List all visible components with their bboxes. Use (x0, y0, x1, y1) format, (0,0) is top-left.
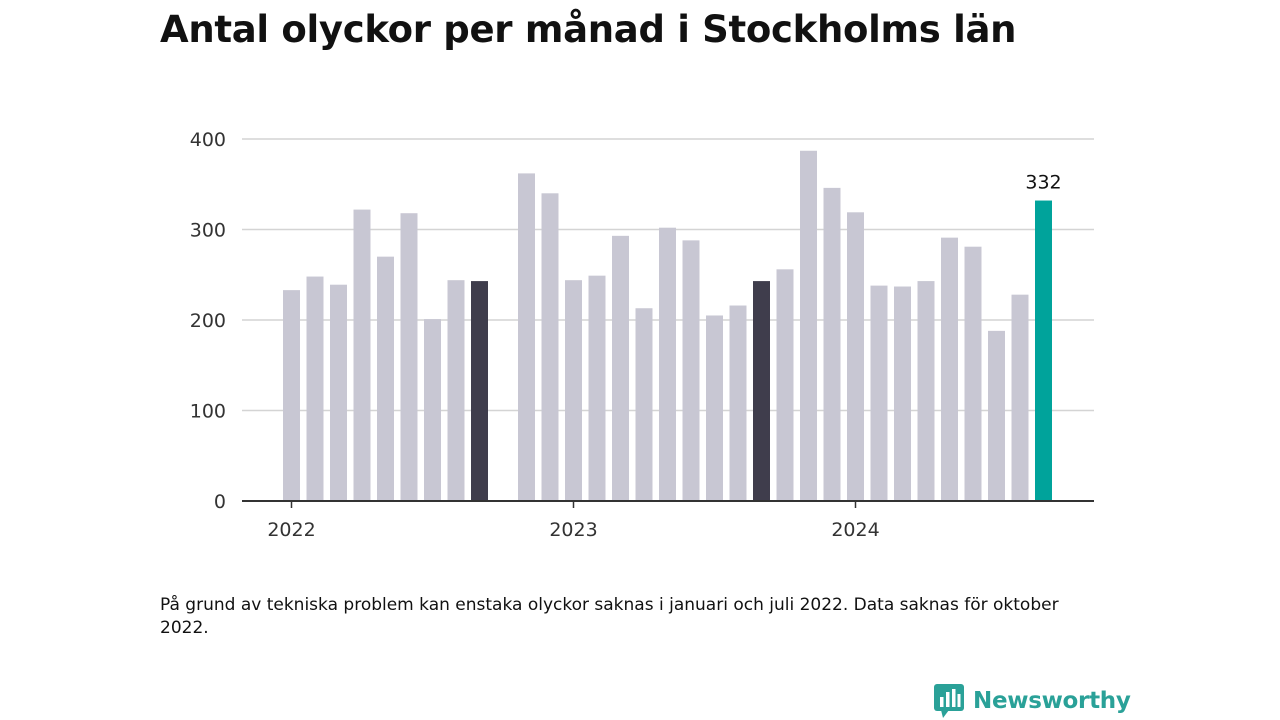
bar (353, 209, 371, 501)
footnote: På grund av tekniska problem kan enstaka… (160, 595, 1059, 638)
x-tick-label: 2024 (831, 519, 879, 541)
bar (941, 237, 958, 501)
bar (400, 213, 418, 501)
bar (682, 240, 700, 502)
bar (471, 281, 488, 501)
bar (447, 280, 465, 501)
bar (729, 305, 747, 501)
bar (659, 227, 676, 501)
bar (330, 284, 347, 501)
bar (800, 150, 817, 501)
bar (823, 187, 841, 501)
bar (635, 308, 653, 501)
bar (424, 319, 441, 501)
bar (988, 330, 1005, 501)
bar-chart: 0 100 200 300 400 2022 2023 2024 332 (190, 129, 1094, 541)
bar (753, 281, 770, 501)
bar (894, 286, 911, 501)
bar (964, 246, 982, 501)
data-label: 332 (1025, 172, 1061, 194)
bar (917, 281, 935, 501)
chart-title: Antal olyckor per månad i Stockholms län (160, 8, 1017, 51)
y-tick-label: 300 (190, 220, 226, 242)
bar (377, 256, 394, 501)
bar (518, 173, 535, 501)
brand-name: Newsworthy (973, 688, 1131, 714)
y-tick-label: 200 (190, 310, 226, 332)
y-tick-label: 400 (190, 129, 226, 151)
bar (588, 275, 606, 501)
bar (706, 315, 723, 501)
y-axis-ticks: 0 100 200 300 400 (190, 129, 226, 513)
data-labels: 332 (1025, 172, 1061, 194)
x-tick-label: 2022 (267, 519, 315, 541)
bar (1035, 200, 1052, 502)
bar (1011, 294, 1029, 501)
x-tick-label: 2023 (549, 519, 597, 541)
newsworthy-logo-icon (934, 684, 964, 718)
bar (847, 212, 864, 501)
y-tick-label: 0 (214, 491, 226, 513)
bar (776, 269, 794, 501)
x-axis-ticks: 2022 2023 2024 (267, 501, 880, 541)
bar (306, 276, 324, 501)
bar (612, 235, 629, 501)
bars (283, 150, 1052, 502)
bar (870, 285, 888, 501)
bar (565, 280, 582, 501)
y-tick-label: 100 (190, 401, 226, 423)
bar (283, 290, 300, 501)
brand-logo[interactable]: Newsworthy (933, 683, 1131, 719)
bar (541, 193, 559, 502)
